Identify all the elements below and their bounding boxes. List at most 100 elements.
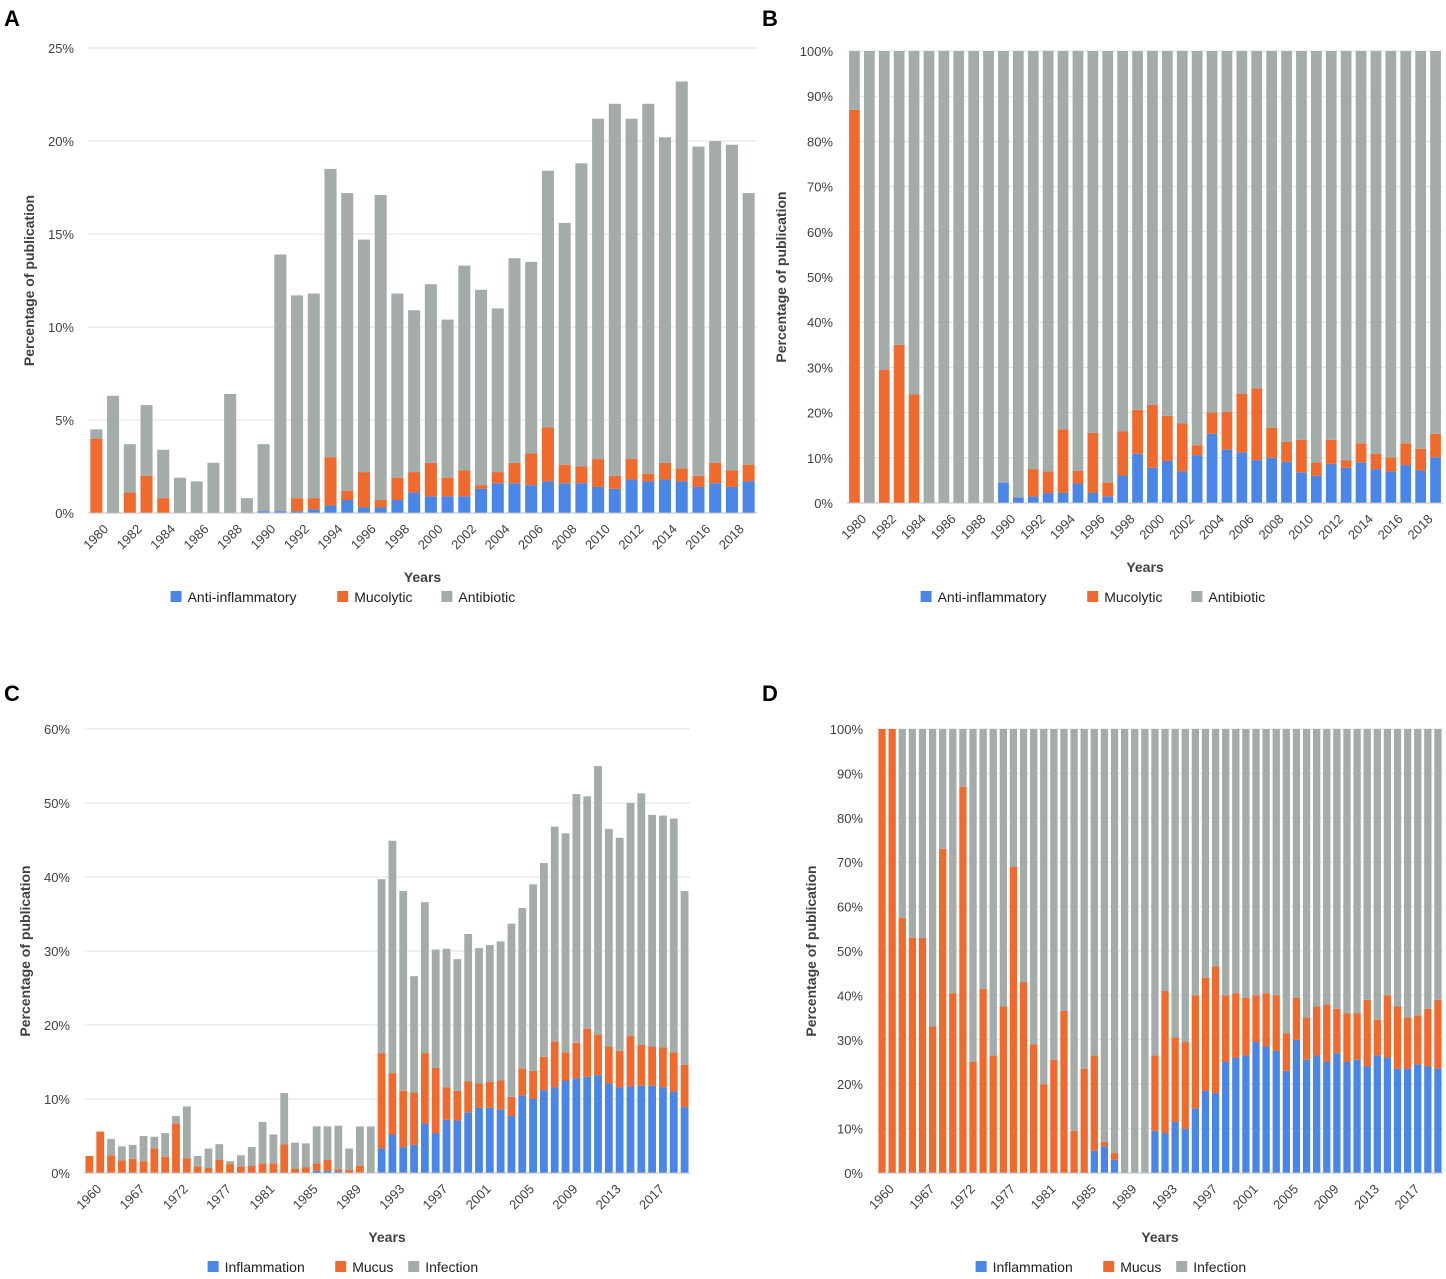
legend-swatch: [408, 1261, 420, 1272]
x-tick-label: 1981: [246, 1181, 277, 1212]
bar-segment: [207, 462, 220, 513]
bar-segment: [550, 1087, 559, 1173]
y-tick-label: 60%: [807, 225, 833, 240]
y-tick-label: 30%: [44, 944, 70, 959]
bar-segment: [85, 1155, 94, 1173]
bar-segment: [1090, 1150, 1098, 1173]
bar-segment: [1087, 492, 1099, 503]
bar-segment: [1340, 467, 1352, 503]
bar-segment: [608, 475, 621, 489]
x-tick-label: 2018: [716, 521, 747, 552]
bar-segment: [374, 499, 387, 508]
bar-segment: [1102, 482, 1114, 497]
bar-segment: [989, 1055, 997, 1173]
bar-segment: [928, 729, 937, 1027]
bar-segment: [237, 1166, 245, 1173]
bar-segment: [182, 1106, 191, 1159]
bar-segment: [626, 1036, 635, 1087]
y-axis-title: Percentage of publication: [803, 865, 819, 1036]
bar-segment: [979, 729, 987, 989]
bar-segment: [923, 51, 935, 503]
bar-segment: [140, 475, 153, 513]
bar-segment: [1171, 1037, 1179, 1122]
bar-segment: [725, 470, 738, 487]
bar-segment: [608, 103, 621, 476]
bar-segment: [357, 472, 370, 508]
bar-segment: [1151, 729, 1159, 1056]
bar-segment: [1383, 995, 1392, 1058]
bar-segment: [575, 466, 588, 484]
bar-segment: [274, 254, 287, 512]
bar-segment: [1191, 455, 1203, 503]
x-tick-label: 1989: [333, 1181, 364, 1212]
legend-swatch: [441, 591, 453, 602]
bar-segment: [1383, 729, 1392, 996]
y-tick-label: 0%: [55, 506, 74, 521]
x-tick-label: 2008: [1255, 511, 1286, 542]
legend-swatch: [337, 591, 349, 602]
bar-segment: [615, 1087, 624, 1173]
y-tick-label: 70%: [807, 180, 833, 195]
legend-swatch: [1191, 591, 1203, 602]
bar-segment: [1262, 729, 1270, 994]
bar-segment: [968, 51, 980, 503]
x-axis-title: Years: [1141, 1229, 1179, 1245]
y-tick-label: 60%: [44, 722, 70, 737]
bar-segment: [725, 486, 738, 513]
bar-segment: [491, 308, 504, 473]
bar-segment: [1087, 432, 1099, 493]
bar-segment: [626, 1086, 635, 1173]
x-tick-label: 2005: [1270, 1181, 1301, 1212]
x-tick-label: 1967: [906, 1181, 937, 1212]
bar-segment: [1072, 483, 1084, 503]
bar-segment: [507, 1096, 516, 1117]
bar-segment: [508, 462, 521, 484]
bar-segment: [150, 1148, 159, 1173]
bar-segment: [529, 1099, 537, 1173]
x-axis-title: Years: [368, 1229, 406, 1245]
bar-segment: [1302, 729, 1311, 1018]
bar-segment: [898, 729, 906, 918]
bar-segment: [161, 1156, 170, 1173]
y-tick-label: 0%: [844, 1166, 863, 1181]
legend-swatch: [1087, 591, 1099, 602]
bar-segment: [1110, 1153, 1119, 1160]
bar-segment: [139, 1136, 148, 1162]
bar-segment: [1120, 729, 1129, 1173]
bar-segment: [572, 1042, 581, 1079]
bar-segment: [485, 1107, 494, 1173]
y-tick-label: 40%: [837, 988, 863, 1003]
x-tick-label: 1977: [987, 1181, 1018, 1212]
bar-segment: [1030, 729, 1038, 1045]
bar-segment: [391, 477, 404, 500]
x-tick-label: 1984: [898, 511, 929, 542]
bar-segment: [959, 729, 967, 787]
bar-segment: [1176, 423, 1188, 472]
bar-segment: [949, 993, 957, 1173]
bar-segment: [1282, 1070, 1290, 1173]
bar-segment: [226, 1164, 234, 1173]
bar-segment: [625, 118, 638, 460]
bar-segment: [1102, 496, 1114, 503]
x-tick-label: 1990: [247, 521, 278, 552]
bar-segment: [123, 444, 136, 493]
bar-segment: [356, 1126, 364, 1166]
bar-segment: [709, 141, 722, 463]
bar-segment: [979, 988, 987, 1173]
bar-segment: [420, 1053, 429, 1124]
bar-segment: [1282, 1033, 1290, 1071]
bar-segment: [374, 507, 387, 513]
bar-segment: [1222, 729, 1230, 996]
bar-segment: [1009, 866, 1018, 1173]
bar-segment: [1310, 462, 1322, 476]
bar-segment: [1385, 471, 1397, 503]
bar-segment: [408, 472, 421, 493]
bar-segment: [237, 1155, 245, 1167]
bar-segment: [341, 193, 354, 491]
bar-segment: [626, 803, 635, 1037]
bar-segment: [1415, 470, 1427, 503]
bar-segment: [1430, 433, 1441, 458]
x-tick-label: 1997: [1189, 1181, 1220, 1212]
x-tick-label: 1988: [957, 511, 988, 542]
bar-segment: [1019, 982, 1028, 1173]
